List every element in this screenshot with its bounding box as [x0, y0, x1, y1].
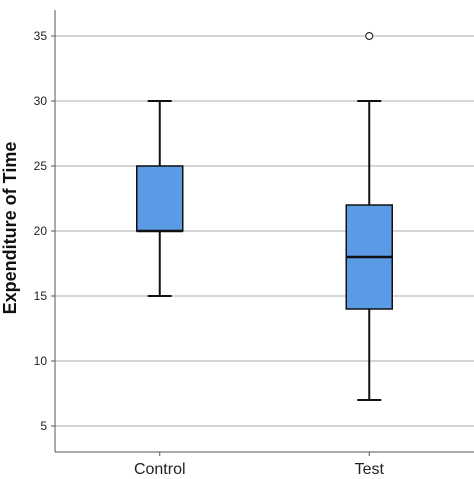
- category-label: Control: [134, 461, 186, 478]
- category-label: Test: [355, 461, 385, 478]
- y-axis-title: Expenditure of Time: [0, 142, 20, 315]
- outlier-point: [365, 31, 374, 41]
- y-tick-labels: 5 10 15 20 25 30 35: [34, 29, 55, 433]
- y-tick-label: 20: [34, 224, 48, 238]
- y-tick-label: 5: [40, 419, 47, 433]
- y-tick-label: 10: [34, 354, 48, 368]
- y-tick-label: 25: [34, 159, 48, 173]
- box-iqr: [136, 165, 184, 232]
- boxes: [136, 31, 393, 401]
- y-tick-label: 15: [34, 289, 48, 303]
- y-tick-label: 30: [34, 94, 48, 108]
- y-tick-label: 35: [34, 29, 48, 43]
- category-labels: Control Test: [134, 452, 385, 478]
- gridlines: [55, 35, 474, 427]
